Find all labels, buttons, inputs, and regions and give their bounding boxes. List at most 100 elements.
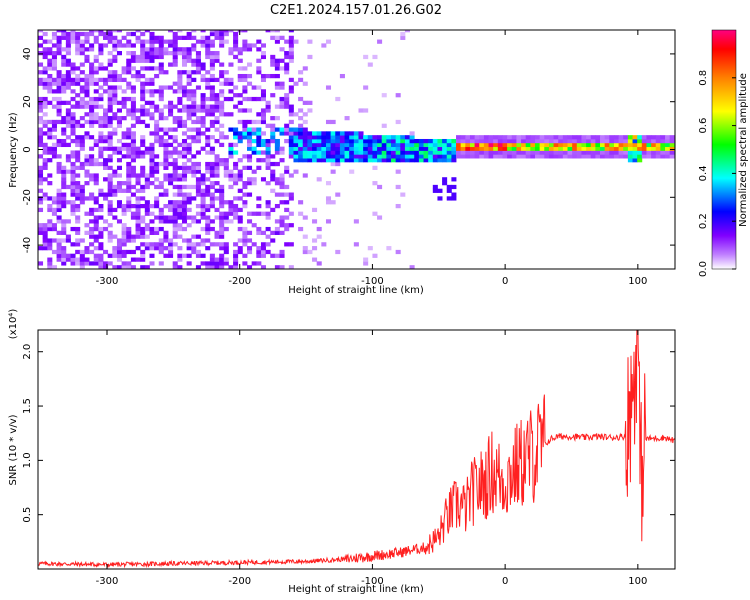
heatmap-cell bbox=[107, 192, 113, 197]
heatmap-cell bbox=[219, 226, 225, 232]
heatmap-cell bbox=[47, 238, 53, 243]
heatmap-cell bbox=[242, 238, 248, 243]
heatmap-cell bbox=[265, 215, 271, 220]
heatmap-cell bbox=[233, 47, 239, 52]
heatmap-cell bbox=[116, 158, 122, 163]
heatmap-cell bbox=[270, 161, 276, 167]
heatmap-cell bbox=[242, 77, 248, 83]
heatmap-cell bbox=[665, 154, 671, 159]
heatmap-cell bbox=[181, 89, 188, 94]
y-tick-label: 0 bbox=[22, 146, 33, 152]
heatmap-cell bbox=[260, 54, 266, 60]
heatmap-cell bbox=[112, 127, 118, 132]
heatmap-cell bbox=[223, 39, 229, 44]
heatmap-cell bbox=[618, 142, 624, 148]
heatmap-cell bbox=[107, 104, 113, 109]
heatmap-cell bbox=[437, 196, 443, 201]
heatmap-cell bbox=[65, 39, 71, 44]
heatmap-cell bbox=[75, 73, 81, 79]
heatmap-cell bbox=[214, 51, 220, 56]
heatmap-cell bbox=[112, 70, 118, 75]
heatmap-cell bbox=[437, 154, 443, 159]
heatmap-cell bbox=[38, 100, 44, 105]
heatmap-cell bbox=[386, 142, 392, 148]
heatmap-cell bbox=[130, 85, 136, 90]
heatmap-cell bbox=[186, 54, 192, 60]
heatmap-cell bbox=[265, 30, 271, 33]
snr-xlabel: Height of straight line (km) bbox=[288, 584, 424, 595]
heatmap-cell bbox=[98, 146, 104, 151]
heatmap-cell bbox=[126, 261, 132, 266]
heatmap-cell bbox=[84, 119, 90, 125]
heatmap-cell bbox=[200, 188, 206, 193]
heatmap-cell bbox=[177, 203, 183, 209]
heatmap-cell bbox=[84, 100, 90, 105]
heatmap-cell bbox=[233, 131, 239, 136]
heatmap-cell bbox=[223, 81, 229, 86]
heatmap-cell bbox=[572, 154, 578, 159]
heatmap-cell bbox=[381, 93, 387, 98]
heatmap-cell bbox=[42, 66, 48, 71]
heatmap-cell bbox=[177, 150, 183, 155]
heatmap-cell bbox=[214, 138, 220, 144]
heatmap-cell bbox=[576, 154, 582, 159]
heatmap-cell bbox=[660, 138, 666, 144]
heatmap-cell bbox=[47, 196, 53, 201]
heatmap-cell bbox=[75, 123, 81, 128]
heatmap-cell bbox=[279, 253, 285, 258]
heatmap-cell bbox=[363, 261, 369, 266]
heatmap-cell bbox=[544, 150, 550, 155]
heatmap-cell bbox=[451, 146, 457, 151]
heatmap-cell bbox=[75, 119, 81, 125]
heatmap-cell bbox=[140, 93, 146, 98]
heatmap-cell bbox=[321, 135, 327, 140]
heatmap-cell bbox=[93, 81, 99, 86]
heatmap-cell bbox=[488, 142, 494, 148]
heatmap-cell bbox=[209, 184, 215, 190]
heatmap-cell bbox=[163, 146, 169, 151]
heatmap-cell bbox=[65, 116, 71, 121]
heatmap-cell bbox=[84, 131, 90, 136]
heatmap-cell bbox=[144, 234, 150, 239]
heatmap-cell bbox=[89, 62, 95, 67]
heatmap-cell bbox=[47, 158, 53, 163]
heatmap-cell bbox=[219, 31, 225, 37]
heatmap-cell bbox=[38, 226, 44, 232]
heatmap-cell bbox=[247, 154, 253, 159]
heatmap-cell bbox=[200, 66, 206, 71]
heatmap-cell bbox=[93, 226, 99, 232]
heatmap-cell bbox=[65, 77, 71, 83]
heatmap-cell bbox=[279, 131, 285, 136]
heatmap-cell bbox=[191, 184, 197, 190]
heatmap-cell bbox=[42, 119, 48, 125]
heatmap-cell bbox=[284, 100, 290, 105]
heatmap-cell bbox=[279, 184, 285, 190]
heatmap-cell bbox=[335, 150, 341, 155]
heatmap-cell bbox=[223, 257, 229, 262]
heatmap-cell bbox=[177, 116, 183, 121]
heatmap-cell bbox=[38, 81, 44, 86]
heatmap-cell bbox=[191, 165, 197, 170]
heatmap-cell bbox=[163, 253, 169, 258]
heatmap-cell bbox=[251, 43, 257, 48]
heatmap-cell bbox=[260, 73, 266, 79]
heatmap-cell bbox=[140, 184, 146, 190]
heatmap-cell bbox=[293, 154, 299, 159]
heatmap-cell bbox=[56, 200, 62, 205]
heatmap-cell bbox=[381, 158, 387, 163]
heatmap-cell bbox=[75, 257, 81, 262]
heatmap-cell bbox=[149, 253, 155, 258]
heatmap-cell bbox=[89, 234, 95, 239]
heatmap-cell bbox=[209, 123, 215, 128]
heatmap-cell bbox=[260, 96, 266, 102]
heatmap-cell bbox=[116, 138, 122, 144]
heatmap-cell bbox=[279, 35, 285, 40]
heatmap-cell bbox=[121, 234, 127, 239]
heatmap-cell bbox=[149, 54, 155, 60]
heatmap-cell bbox=[195, 219, 201, 224]
heatmap-cell bbox=[107, 123, 113, 128]
heatmap-cell bbox=[534, 154, 541, 159]
heatmap-cell bbox=[107, 253, 113, 258]
heatmap-cell bbox=[609, 154, 615, 159]
heatmap-cell bbox=[209, 66, 215, 71]
